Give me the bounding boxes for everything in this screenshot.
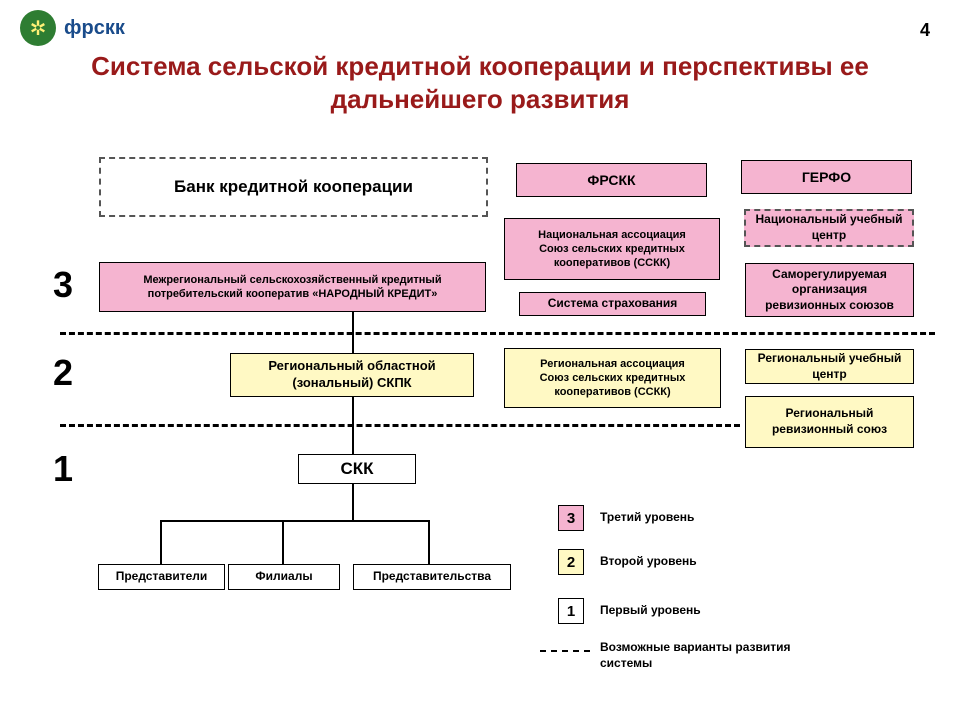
box-national-association: Национальная ассоциация Союз сельских кр… bbox=[504, 218, 720, 280]
separator-3-2 bbox=[60, 332, 935, 335]
line-horiz-connector bbox=[160, 520, 430, 522]
box-insurance: Система страхования bbox=[519, 292, 706, 316]
legend-text-2: Второй уровень bbox=[600, 554, 697, 568]
box-gerfo: ГЕРФО bbox=[741, 160, 912, 194]
page-number: 4 bbox=[920, 20, 930, 41]
logo-text: фрскк bbox=[64, 17, 125, 40]
line-regional-skk bbox=[352, 397, 354, 454]
box-regional-center: Региональный учебный центр bbox=[745, 349, 914, 384]
box-representatives: Представители bbox=[98, 564, 225, 590]
logo-icon: ✲ bbox=[20, 10, 56, 46]
box-frskk: ФРСКК bbox=[516, 163, 707, 197]
box-national-center: Национальный учебный центр bbox=[744, 209, 914, 247]
box-narodny: Межрегиональный сельскохозяйственный кре… bbox=[99, 262, 486, 312]
box-regional-skpk: Региональный областной (зональный) СКПК bbox=[230, 353, 474, 397]
line-to-repr bbox=[160, 520, 162, 564]
logo: ✲ фрскк bbox=[20, 10, 125, 46]
legend-box-2: 2 bbox=[558, 549, 584, 575]
box-branches: Филиалы bbox=[228, 564, 340, 590]
line-to-branches bbox=[282, 520, 284, 564]
legend-text-1: Первый уровень bbox=[600, 603, 701, 617]
level-3-label: 3 bbox=[53, 264, 73, 306]
line-to-offices bbox=[428, 520, 430, 564]
box-skk: СКК bbox=[298, 454, 416, 484]
level-1-label: 1 bbox=[53, 448, 73, 490]
box-regional-association: Региональная ассоциация Союз сельских кр… bbox=[504, 348, 721, 408]
page-title: Система сельской кредитной кооперации и … bbox=[0, 50, 960, 115]
legend-text-3: Третий уровень bbox=[600, 510, 694, 524]
box-bank: Банк кредитной кооперации bbox=[99, 157, 488, 217]
legend-box-3: 3 bbox=[558, 505, 584, 531]
level-2-label: 2 bbox=[53, 352, 73, 394]
legend-dash bbox=[540, 650, 590, 652]
line-narodny-regional bbox=[352, 312, 354, 353]
box-offices: Представительства bbox=[353, 564, 511, 590]
box-regional-revision: Региональный ревизионный союз bbox=[745, 396, 914, 448]
legend-box-1: 1 bbox=[558, 598, 584, 624]
legend-text-dashes: Возможные варианты развития системы bbox=[600, 640, 830, 671]
line-skk-down bbox=[352, 484, 354, 522]
box-selfreg: Саморегулируемая организация ревизионных… bbox=[745, 263, 914, 317]
separator-2-1 bbox=[60, 424, 740, 427]
